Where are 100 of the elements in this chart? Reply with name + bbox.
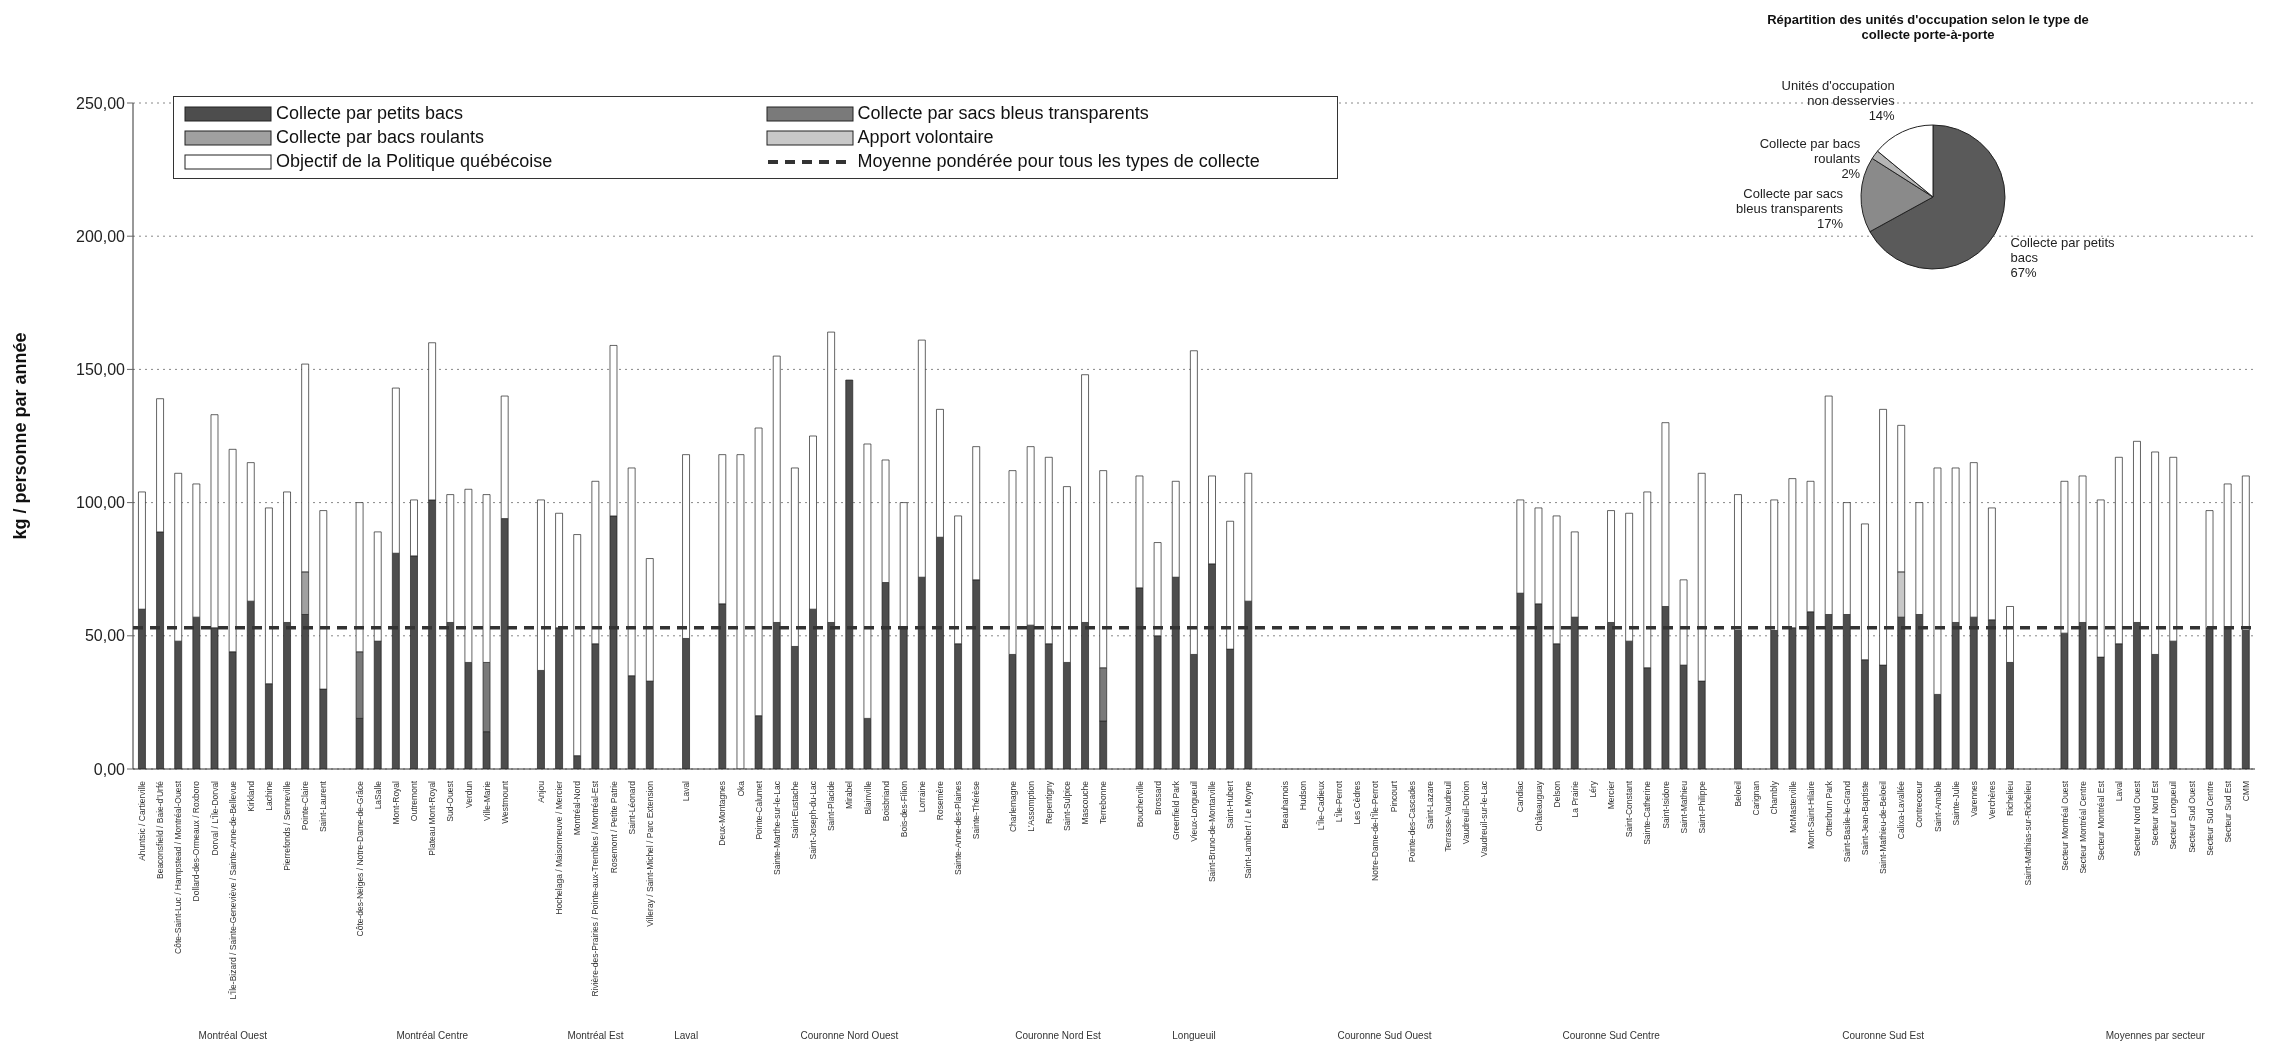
x-tick-label: Saint-Lazare: [1424, 780, 1435, 830]
text: Montréal Ouest: [198, 1030, 268, 1041]
x-tick-label: Sainte-Julie: [1950, 780, 1961, 826]
x-tick-label: Rosemont / Petite Patrie: [608, 780, 619, 874]
x-tick-label: Lorraine: [916, 780, 927, 813]
slice-label: Unités d'occupation non desservies: [1781, 77, 1896, 108]
x-tick-label: Sainte-Anne-des-Plaines: [953, 781, 964, 876]
x-tick-label: Secteur Sud Centre: [2204, 780, 2215, 856]
x-tick-label: Pointe-Claire: [300, 780, 311, 831]
bar: [899, 502, 908, 629]
chart-title: Répartition des unités d'occupation selon le type de collecte porte-à-porte: [1766, 12, 2090, 42]
x-tick-label: Saint-Mathias-sur-Richelieu: [2023, 780, 2034, 886]
x-tick-label: Beloeil: [1733, 780, 1744, 807]
x-tick-label: Dollard-des-Ormeaux / Roxboro: [191, 780, 202, 902]
x-tick-label: Côte-des-Neiges / Notre-Dame-de-Grâce: [354, 780, 365, 937]
text: Couronne Nord Ouest: [800, 1030, 899, 1041]
y-tick-label: 100,00: [76, 494, 126, 512]
x-tick-label: Saint-Lambert / Le Moyne: [1243, 780, 1254, 879]
x-tick-label: Pincourt: [1388, 780, 1399, 813]
x-tick-label: Verdun: [463, 780, 474, 808]
x-tick-label: Secteur Sud Est: [2222, 780, 2233, 843]
x-tick-label: Beauharnois: [1279, 781, 1290, 829]
x-tick-label: Rosemère: [935, 780, 946, 821]
x-tick-label: Vaudreuil-sur-le-Lac: [1479, 780, 1490, 857]
x-tick-label: Secteur Nord Est: [2150, 780, 2161, 846]
x-tick-label: Villeray / Saint-Michel / Parc Extension: [644, 780, 655, 927]
x-tick-label: Secteur Montréal Centre: [2077, 780, 2088, 874]
x-tick-label: Sud-Ouest: [445, 780, 456, 822]
y-tick-label: 250,00: [76, 94, 126, 112]
x-tick-label: Saint-Mathieu: [1678, 780, 1689, 834]
bar: [2223, 627, 2232, 769]
x-tick-label: Sainte-Thérèse: [971, 780, 982, 840]
x-tick-label: Westmount: [499, 780, 510, 824]
x-tick-label: Saint-Constant: [1624, 780, 1635, 838]
x-tick-label: Brossard: [1152, 780, 1163, 816]
y-tick-label: 150,00: [76, 361, 126, 379]
text: Longueuil: [1172, 1030, 1216, 1041]
x-tick-label: Mont-Royal: [390, 780, 401, 825]
x-tick-label: Otterburn Park: [1823, 780, 1834, 837]
x-tick-label: Blainville: [862, 780, 873, 815]
text: Montréal Est: [567, 1030, 624, 1041]
x-tick-label: L'Île-Bizard / Sainte-Geneviève / Sainte-Anne-de-Bellevue: [227, 780, 238, 1000]
y-tick-label: 50,00: [84, 627, 126, 645]
x-tick-label: Saint-Isidore: [1660, 780, 1671, 829]
x-tick-label: Terrasse-Vaudreuil: [1442, 780, 1453, 852]
data-label: 67%: [2010, 264, 2037, 280]
x-tick-label: Saint-Joseph-du-Lac: [808, 780, 819, 860]
text: Couronne Sud Centre: [1562, 1030, 1661, 1041]
x-tick-label: Pointe-des-Cascades: [1406, 781, 1417, 863]
x-tick-label: Saint-Hubert: [1225, 780, 1236, 829]
x-tick-label: Secteur Longueuil: [2168, 780, 2179, 850]
x-tick-label: Delson: [1551, 780, 1562, 808]
x-tick-label: Boisbriand: [880, 780, 891, 822]
x-tick-label: Sainte-Catherine: [1642, 780, 1653, 845]
x-tick-label: Saint-Sulpice: [1062, 780, 1073, 832]
x-tick-label: Montréal-Nord: [572, 780, 583, 836]
x-tick-label: Carignan: [1751, 780, 1762, 816]
x-tick-label: Repentigny: [1043, 780, 1054, 825]
y-tick-label: 0,00: [93, 760, 126, 778]
x-tick-label: CMM: [2240, 781, 2251, 802]
x-tick-label: Rivière-des-Prairies / Pointe-aux-Trembles / Montréal-Est: [590, 780, 601, 997]
x-tick-label: Secteur Montréal Est: [2095, 780, 2106, 861]
x-tick-label: Mirabel: [844, 780, 855, 809]
legend-label: Collecte par bacs roulants: [276, 127, 485, 148]
x-tick-label: Saint-Jean-Baptiste: [1860, 780, 1871, 856]
x-tick-label: Charlemagne: [1007, 780, 1018, 833]
x-tick-label: Pointe-Calumet: [753, 780, 764, 840]
x-tick-label: Saint-Mathieu-de-Beloeil: [1878, 780, 1889, 875]
x-tick-label: Laval: [2113, 780, 2124, 802]
x-tick-label: Secteur Nord Ouest: [2132, 780, 2143, 857]
x-tick-label: Candiac: [1515, 780, 1526, 813]
x-tick-label: Laval: [681, 780, 692, 802]
x-tick-label: Mascouche: [1080, 780, 1091, 825]
x-tick-label: Vaudreuil-Dorion: [1461, 780, 1472, 845]
x-tick-label: Oka: [735, 780, 746, 797]
text: Moyennes par secteur: [2105, 1030, 2206, 1041]
x-tick-label: L'Île-Perrot: [1334, 780, 1345, 823]
y-axis-title: kg / personne par année: [10, 332, 31, 540]
x-tick-label: Bois-des-Filion: [898, 780, 909, 838]
bar: [845, 379, 854, 769]
data-label: 14%: [1868, 107, 1896, 123]
x-tick-label: Deux-Montagnes: [717, 781, 728, 846]
x-tick-label: La Prairie: [1569, 780, 1580, 818]
x-tick-label: Sainte-Marthe-sur-le-Lac: [771, 780, 782, 876]
data-label: 17%: [1817, 216, 1844, 232]
x-tick-label: Greenfield Park: [1170, 780, 1181, 841]
text: Couronne Sud Ouest: [1337, 1030, 1432, 1041]
x-tick-label: Les Cèdres: [1352, 781, 1363, 825]
x-tick-label: Beaconsfield / Baie-d'Urfé: [155, 780, 166, 880]
x-tick-label: L'Assomption: [1025, 780, 1036, 832]
x-tick-label: Côte-Saint-Luc / Hampstead / Montréal-Ouest: [173, 780, 184, 954]
x-tick-label: Kirkland: [245, 780, 256, 812]
x-tick-label: Léry: [1588, 780, 1599, 798]
x-tick-label: Secteur Montréal Ouest: [2059, 780, 2070, 871]
x-tick-label: Contrecoeur: [1914, 780, 1925, 828]
x-tick-label: Saint-Basile-le-Grand: [1841, 780, 1852, 863]
x-tick-label: Outremont: [409, 780, 420, 822]
x-tick-label: Saint-Eustache: [789, 780, 800, 839]
text: Montréal Centre: [396, 1030, 469, 1041]
x-tick-label: Ville-Marie: [481, 780, 492, 821]
